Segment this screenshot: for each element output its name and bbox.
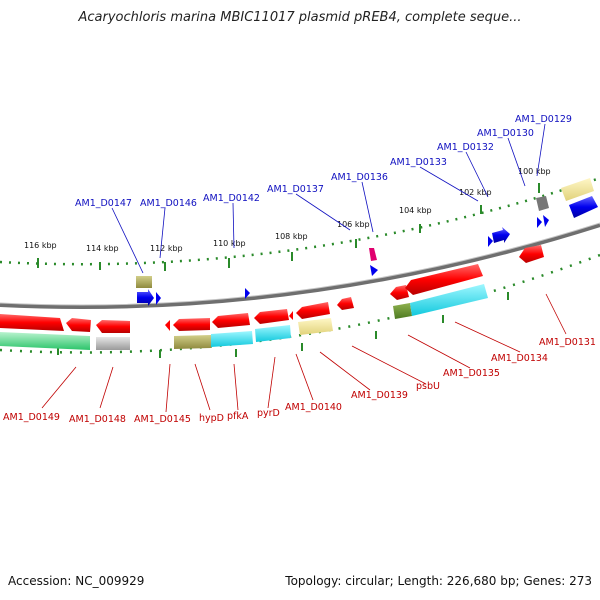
gene-label-AM1_D0135: AM1_D0135: [443, 368, 500, 379]
category-box: [298, 318, 333, 335]
plasmid-backbone-highlight: [0, 222, 600, 306]
map-title: Acaryochloris marina MBIC11017 plasmid p…: [78, 10, 522, 25]
forward-leaders: [111, 123, 546, 274]
category-box: [96, 337, 130, 350]
forward-gene: [536, 196, 549, 211]
forward-gene: [369, 248, 377, 261]
gene-label-pyrD: pyrD: [257, 408, 280, 419]
reverse-gene: [390, 285, 409, 300]
reverse-gene: [405, 264, 483, 295]
gene-label-AM1_D0131: AM1_D0131: [539, 337, 596, 348]
category-box: [0, 332, 90, 350]
topology-summary: Topology: circular; Length: 226,680 bp; …: [285, 574, 592, 588]
reverse-genes: [0, 245, 544, 333]
gc-ticks-outer: [37, 183, 540, 271]
category-box: [174, 335, 211, 349]
reverse-gene: [519, 245, 544, 263]
gene-label-AM1_D0133: AM1_D0133: [390, 157, 447, 168]
reverse-gene: [212, 313, 250, 328]
reverse-labels: AM1_D0149 AM1_D0148 AM1_D0145 hypD pfkA …: [3, 337, 596, 425]
reverse-gene: [254, 309, 289, 324]
forward-gene: [537, 217, 542, 228]
kbp-tick-108: 108 kbp: [275, 232, 308, 241]
gene-label-pfkA: pfkA: [227, 411, 249, 422]
gene-label-AM1_D0134: AM1_D0134: [491, 353, 548, 364]
gene-label-hypD: hypD: [199, 413, 224, 424]
gene-label-AM1_D0148: AM1_D0148: [69, 414, 126, 425]
kbp-tick-116: 116 kbp: [24, 241, 57, 250]
kbp-tick-102: 102 kbp: [459, 188, 492, 197]
forward-gene: [488, 236, 493, 247]
kbp-scale: 116 kbp 114 kbp 112 kbp 110 kbp 108 kbp …: [24, 167, 551, 253]
kbp-tick-114: 114 kbp: [86, 244, 119, 253]
forward-gene: [137, 289, 154, 306]
forward-labels: AM1_D0147 AM1_D0146 AM1_D0142 AM1_D0137 …: [75, 114, 572, 209]
reverse-gene: [173, 318, 210, 331]
reverse-gene: [165, 320, 170, 331]
reverse-gene: [96, 320, 130, 333]
gene-label-AM1_D0140: AM1_D0140: [285, 402, 342, 413]
kbp-tick-104: 104 kbp: [399, 206, 432, 215]
reverse-leaders: [41, 293, 567, 413]
gene-label-AM1_D0142: AM1_D0142: [203, 193, 260, 204]
gene-label-AM1_D0145: AM1_D0145: [134, 414, 191, 425]
plasmid-backbone: [0, 223, 600, 310]
category-box: [410, 284, 488, 316]
kbp-tick-100: 100 kbp: [518, 167, 551, 176]
category-box: [211, 331, 253, 347]
gc-skew-ring-inner: [0, 253, 600, 354]
forward-gene: [136, 276, 152, 288]
gene-label-AM1_D0147: AM1_D0147: [75, 198, 132, 209]
forward-gene: [561, 178, 594, 201]
category-box: [255, 325, 291, 342]
category-box: [393, 303, 412, 319]
gene-label-AM1_D0132: AM1_D0132: [437, 142, 494, 153]
forward-gene: [156, 292, 161, 305]
forward-gene: [569, 196, 598, 218]
gene-label-AM1_D0146: AM1_D0146: [140, 198, 197, 209]
kbp-tick-112: 112 kbp: [150, 244, 183, 253]
gene-label-psbU: psbU: [416, 381, 440, 392]
kbp-tick-110: 110 kbp: [213, 239, 246, 248]
gene-label-AM1_D0130: AM1_D0130: [477, 128, 534, 139]
gene-label-AM1_D0136: AM1_D0136: [331, 172, 388, 183]
gene-label-AM1_D0129: AM1_D0129: [515, 114, 572, 125]
reverse-gene: [289, 311, 293, 320]
forward-gene: [245, 288, 250, 299]
kbp-tick-106: 106 kbp: [337, 220, 370, 229]
forward-gene: [543, 215, 549, 227]
gene-label-AM1_D0139: AM1_D0139: [351, 390, 408, 401]
gene-label-AM1_D0137: AM1_D0137: [267, 184, 324, 195]
gene-label-AM1_D0149: AM1_D0149: [3, 412, 60, 423]
category-boxes: [0, 284, 488, 350]
reverse-gene: [66, 318, 91, 332]
reverse-gene: [0, 314, 64, 331]
forward-gene: [492, 227, 510, 243]
reverse-gene: [337, 297, 354, 310]
forward-genes: [136, 178, 598, 306]
forward-gene: [370, 265, 378, 276]
reverse-gene: [296, 302, 330, 319]
accession-text: Accession: NC_009929: [8, 574, 145, 588]
